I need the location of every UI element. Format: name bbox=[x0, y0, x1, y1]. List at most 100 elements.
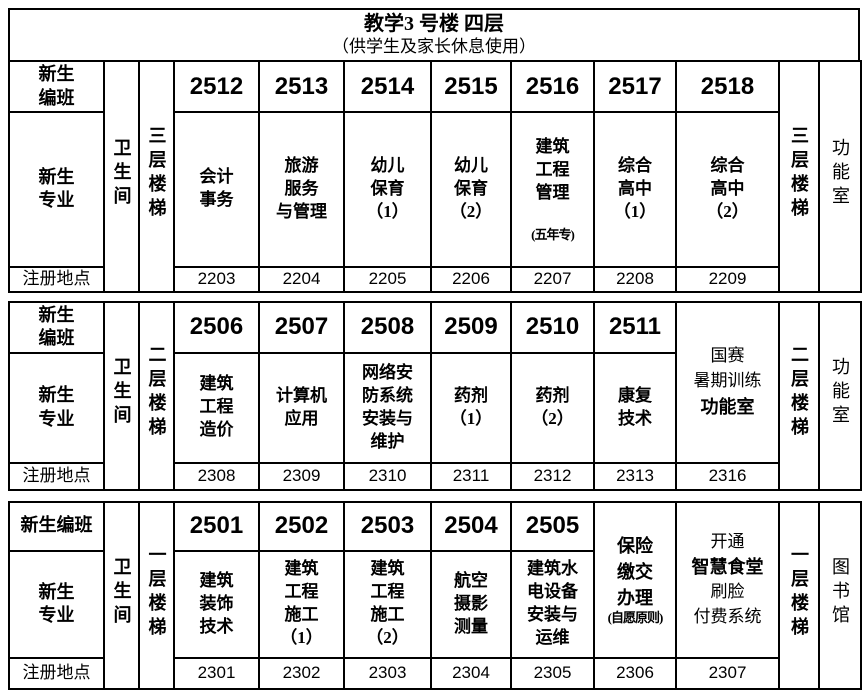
major-cell: 药剂 （1） bbox=[430, 351, 512, 464]
room-number-cell: 2513 bbox=[258, 60, 345, 113]
major-cell: 建筑水 电设备 安装与 运维 bbox=[510, 549, 595, 659]
usage-subtitle: （供学生及家长休息使用） bbox=[332, 37, 536, 56]
room-number-cell: 2505 bbox=[510, 500, 595, 552]
label-new-student-class: 新生 编班 bbox=[8, 300, 105, 354]
major-cell: 建筑 工程 管理 (五年专) bbox=[510, 111, 595, 268]
canteen-post: 刷脸 付费系统 bbox=[693, 582, 762, 626]
label-new-student-class: 新生 编班 bbox=[8, 60, 105, 113]
stairs-right-label: 一层楼梯 bbox=[789, 544, 809, 641]
function-room-label: 功能室 bbox=[830, 357, 850, 430]
room-number-cell: 2506 bbox=[173, 300, 260, 354]
room-number-cell: 2510 bbox=[510, 300, 595, 354]
stairs-left-label: 二层楼梯 bbox=[146, 345, 167, 442]
restroom-cell: 卫生间 bbox=[103, 60, 140, 293]
restroom-cell: 卫生间 bbox=[103, 300, 140, 491]
major-note: (五年专) bbox=[531, 226, 575, 242]
major-cell: 建筑 装饰 技术 bbox=[173, 549, 260, 659]
stairs-right-cell: 三层楼梯 bbox=[778, 60, 820, 293]
section-floor-2: 新生 编班 卫生间 二层楼梯 2506 2507 2508 2509 2510 … bbox=[8, 300, 862, 491]
room-number-cell: 2517 bbox=[593, 60, 677, 113]
major-name: 建筑 工程 管理 bbox=[535, 136, 570, 202]
registration-cell: 2305 bbox=[510, 656, 595, 690]
room-number-cell: 2518 bbox=[675, 60, 780, 113]
registration-cell: 2310 bbox=[343, 461, 432, 491]
function-room-label: 功能室 bbox=[830, 137, 850, 210]
registration-cell: 2311 bbox=[430, 461, 512, 491]
major-cell: 综合 高中 （1） bbox=[593, 111, 677, 268]
room-number-cell: 2504 bbox=[430, 500, 512, 552]
registration-cell: 2209 bbox=[675, 265, 780, 293]
insurance-title: 保险 缴交 办理 bbox=[617, 535, 653, 609]
room-number-cell: 2512 bbox=[173, 60, 260, 113]
training-room-bold: 功能室 bbox=[700, 396, 755, 417]
registration-cell: 2316 bbox=[675, 461, 780, 491]
canteen-bold: 智慧食堂 bbox=[691, 557, 764, 578]
stairs-right-label: 三层楼梯 bbox=[789, 125, 809, 222]
section-floor-1: 新生编班 卫生间 一层楼梯 2501 2502 2503 2504 2505 保… bbox=[8, 500, 862, 690]
stairs-right-cell: 二层楼梯 bbox=[778, 300, 820, 491]
label-new-student-major: 新生 专业 bbox=[8, 351, 105, 464]
major-cell: 网络安 防系统 安装与 维护 bbox=[343, 351, 432, 464]
label-registration-location: 注册地点 bbox=[8, 656, 105, 690]
registration-cell: 2208 bbox=[593, 265, 677, 293]
registration-cell: 2309 bbox=[258, 461, 345, 491]
major-cell: 幼儿 保育 （1） bbox=[343, 111, 432, 268]
stairs-left-cell: 一层楼梯 bbox=[138, 500, 175, 690]
major-cell: 药剂 （2） bbox=[510, 351, 595, 464]
canteen-pre: 开通 bbox=[710, 531, 745, 551]
restroom-label: 卫生间 bbox=[111, 357, 132, 430]
major-cell: 计算机 应用 bbox=[258, 351, 345, 464]
national-competition-cell: 国赛 暑期训练 功能室 bbox=[675, 300, 780, 464]
major-cell: 建筑 工程 造价 bbox=[173, 351, 260, 464]
section-floor-3: 新生 编班 卫生间 三层楼梯 2512 2513 2514 2515 2516 … bbox=[8, 60, 862, 293]
label-new-student-major: 新生 专业 bbox=[8, 111, 105, 268]
major-cell: 会计 事务 bbox=[173, 111, 260, 268]
registration-cell: 2203 bbox=[173, 265, 260, 293]
restroom-label: 卫生间 bbox=[111, 137, 132, 210]
stairs-right-label: 二层楼梯 bbox=[789, 345, 809, 442]
registration-cell: 2313 bbox=[593, 461, 677, 491]
registration-cell: 2307 bbox=[675, 656, 780, 690]
room-number-cell: 2511 bbox=[593, 300, 677, 354]
major-cell: 旅游 服务 与管理 bbox=[258, 111, 345, 268]
registration-cell: 2204 bbox=[258, 265, 345, 293]
registration-cell: 2306 bbox=[593, 656, 677, 690]
stairs-left-label: 三层楼梯 bbox=[146, 125, 167, 222]
stairs-left-label: 一层楼梯 bbox=[146, 544, 167, 641]
stairs-left-cell: 二层楼梯 bbox=[138, 300, 175, 491]
label-registration-location: 注册地点 bbox=[8, 265, 105, 293]
stairs-left-cell: 三层楼梯 bbox=[138, 60, 175, 293]
registration-cell: 2205 bbox=[343, 265, 432, 293]
room-number-cell: 2516 bbox=[510, 60, 595, 113]
registration-cell: 2206 bbox=[430, 265, 512, 293]
training-room-text: 国赛 暑期训练 bbox=[693, 346, 762, 391]
major-cell: 航空 摄影 测量 bbox=[430, 549, 512, 659]
major-cell: 康复 技术 bbox=[593, 351, 677, 464]
registration-cell: 2308 bbox=[173, 461, 260, 491]
label-new-student-class: 新生编班 bbox=[8, 500, 105, 552]
function-room-cell: 功能室 bbox=[818, 60, 862, 293]
title-box: 教学3 号楼 四层 （供学生及家长休息使用） bbox=[8, 8, 860, 62]
major-cell: 幼儿 保育 （2） bbox=[430, 111, 512, 268]
registration-cell: 2312 bbox=[510, 461, 595, 491]
registration-cell: 2302 bbox=[258, 656, 345, 690]
room-number-cell: 2514 bbox=[343, 60, 432, 113]
insurance-cell: 保险 缴交 办理 (自愿原则) bbox=[593, 500, 677, 659]
library-label: 图书馆 bbox=[830, 556, 850, 629]
room-number-cell: 2508 bbox=[343, 300, 432, 354]
registration-cell: 2301 bbox=[173, 656, 260, 690]
label-new-student-major: 新生 专业 bbox=[8, 549, 105, 659]
insurance-note: (自愿原则) bbox=[607, 610, 664, 626]
room-number-cell: 2501 bbox=[173, 500, 260, 552]
library-cell: 图书馆 bbox=[818, 500, 862, 690]
major-cell: 综合 高中 （2） bbox=[675, 111, 780, 268]
label-registration-location: 注册地点 bbox=[8, 461, 105, 491]
building-title: 教学3 号楼 四层 bbox=[364, 13, 504, 35]
restroom-cell: 卫生间 bbox=[103, 500, 140, 690]
registration-cell: 2303 bbox=[343, 656, 432, 690]
major-cell: 建筑 工程 施工 （1） bbox=[258, 549, 345, 659]
room-number-cell: 2515 bbox=[430, 60, 512, 113]
restroom-label: 卫生间 bbox=[111, 556, 132, 629]
stairs-right-cell: 一层楼梯 bbox=[778, 500, 820, 690]
